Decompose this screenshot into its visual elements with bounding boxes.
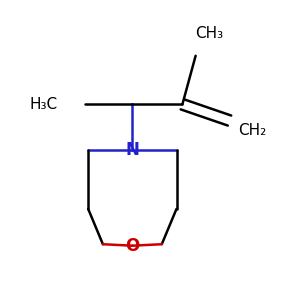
Text: N: N (125, 141, 139, 159)
Text: H₃C: H₃C (29, 97, 57, 112)
Text: O: O (125, 237, 140, 255)
Text: CH₃: CH₃ (195, 26, 223, 41)
Text: CH₂: CH₂ (238, 123, 267, 138)
